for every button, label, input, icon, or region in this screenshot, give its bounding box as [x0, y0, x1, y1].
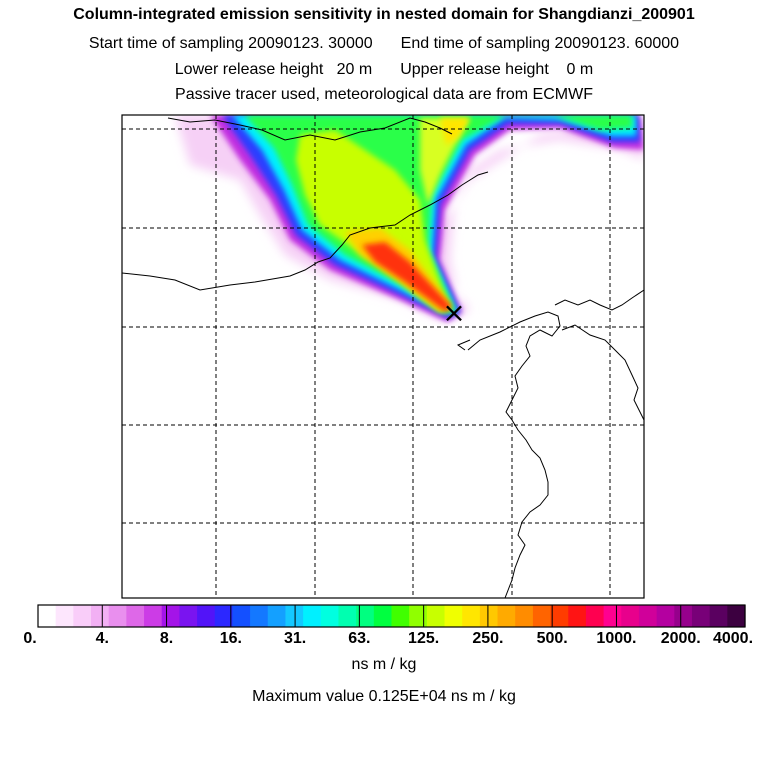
colorbar-cell — [320, 605, 340, 627]
sampling-times: Start time of sampling 20090123. 30000 En… — [0, 35, 768, 53]
release-heights: Lower release height 20 m Upper release h… — [0, 61, 768, 79]
colorbar-cell — [179, 605, 198, 627]
colorbar-cell — [479, 605, 499, 627]
maximum-value: Maximum value 0.125E+04 ns m / kg — [252, 688, 516, 705]
colorbar-cells — [38, 605, 746, 627]
colorbar-dividers — [101, 605, 682, 627]
colorbar-cell — [303, 605, 322, 627]
colorbar-tick-label: 31. — [283, 630, 307, 647]
colorbar-cell — [674, 605, 693, 627]
colorbar-cell — [409, 605, 428, 627]
colorbar-cell — [656, 605, 675, 627]
colorbar-frame — [37, 604, 746, 628]
colorbar-tick-label: 4. — [95, 630, 109, 647]
colorbar-cell — [462, 605, 481, 627]
colorbar-tick-label: 125. — [408, 630, 440, 647]
end-time-label: End time of sampling 20090123. 60000 — [400, 35, 680, 52]
colorbar-tick-label: 8. — [159, 630, 174, 647]
colorbar-cell — [603, 605, 622, 627]
colorbar-cell — [497, 605, 516, 627]
colorbar-cell — [532, 605, 552, 627]
colorbar-cell — [691, 605, 711, 627]
colorbar-cell — [73, 605, 92, 627]
colorbar-cell — [214, 605, 234, 627]
colorbar-cell — [568, 605, 587, 627]
colorbar-tick-label: 250. — [472, 630, 504, 647]
start-time-label: Start time of sampling 20090123. 30000 — [88, 35, 373, 52]
colorbar-cell — [161, 605, 180, 627]
colorbar-cell — [515, 605, 534, 627]
coastlines — [122, 117, 644, 598]
colorbar-cell — [709, 605, 728, 627]
colorbar-cell — [727, 605, 746, 627]
colorbar-cell — [250, 605, 269, 627]
colorbar-tick-label: 0. — [23, 630, 37, 647]
colorbar-cell — [550, 605, 569, 627]
colorbar-cell — [91, 605, 110, 627]
colorbar-tick-label: 2000. — [660, 630, 701, 647]
colorbar-cell — [585, 605, 605, 627]
map-frame — [121, 114, 645, 599]
receptor-marker: × — [442, 296, 465, 329]
map-title: Column-integrated emission sensitivity i… — [73, 6, 695, 23]
map-grid — [122, 115, 644, 598]
receptor-x-icon: × — [442, 296, 465, 329]
colorbar-cell — [232, 605, 251, 627]
colorbar-cell — [426, 605, 446, 627]
colorbar-cell — [108, 605, 127, 627]
colorbar-tick-label: 500. — [536, 630, 568, 647]
colorbar-tick-label: 63. — [348, 630, 371, 647]
colorbar-cell — [338, 605, 357, 627]
colorbar-cell — [444, 605, 463, 627]
colorbar-cell — [55, 605, 74, 627]
colorbar-cell — [638, 605, 658, 627]
upper-release-label: Upper release height 0 m — [400, 61, 594, 78]
colorbar-units: ns m / kg — [351, 656, 417, 673]
lower-release-label: Lower release height 20 m — [174, 61, 373, 78]
colorbar — [37, 604, 746, 628]
colorbar-cell — [144, 605, 163, 627]
colorbar-tick-label: 1000. — [596, 630, 637, 647]
colorbar-tick-label: 4000. — [712, 630, 754, 647]
tracer-info: Passive tracer used, meteorological data… — [175, 86, 593, 103]
colorbar-cell — [621, 605, 640, 627]
colorbar-cell — [126, 605, 145, 627]
sensitivity-plume — [175, 115, 644, 322]
colorbar-cell — [356, 605, 375, 627]
colorbar-cell — [267, 605, 287, 627]
colorbar-cell — [373, 605, 393, 627]
colorbar-tick-label: 16. — [219, 630, 242, 647]
colorbar-cell — [38, 605, 57, 627]
colorbar-cell — [285, 605, 304, 627]
colorbar-cell — [197, 605, 216, 627]
colorbar-cell — [391, 605, 410, 627]
